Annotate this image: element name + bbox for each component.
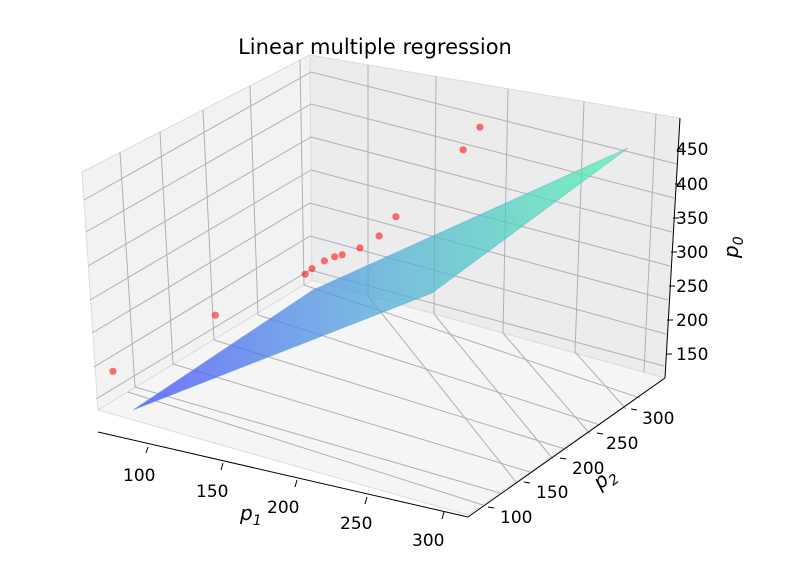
x-axis-label-main: p bbox=[239, 501, 253, 525]
z-tick-label: 450 bbox=[676, 140, 708, 160]
data-point bbox=[211, 311, 219, 319]
z-axis-label-main: p bbox=[719, 245, 743, 259]
axis-lines bbox=[97, 117, 681, 518]
z-tick-label: 300 bbox=[676, 243, 708, 263]
y-tick-label: 150 bbox=[536, 483, 568, 503]
data-point bbox=[392, 213, 400, 221]
x-tick-label: 100 bbox=[123, 466, 155, 486]
y-tick-labels: 100 150 200 250 300 bbox=[500, 409, 674, 528]
data-point bbox=[109, 367, 117, 375]
data-point bbox=[331, 253, 339, 261]
y-tick-label: 100 bbox=[500, 508, 532, 528]
data-point bbox=[338, 251, 346, 259]
svg-text:p0: p0 bbox=[719, 236, 747, 259]
x-tick-label: 300 bbox=[412, 531, 444, 551]
z-tick-label: 200 bbox=[676, 311, 708, 331]
data-point bbox=[308, 265, 316, 273]
data-points bbox=[109, 123, 484, 375]
z-tick-label: 150 bbox=[676, 345, 708, 365]
grid-lines bbox=[83, 59, 678, 506]
data-point bbox=[459, 146, 467, 154]
tick-marks bbox=[145, 148, 683, 520]
data-point bbox=[476, 123, 484, 131]
x-tick-labels: 100 150 200 250 300 bbox=[123, 466, 444, 551]
data-point bbox=[375, 232, 383, 240]
data-point bbox=[301, 270, 309, 278]
regression-surface bbox=[132, 147, 629, 411]
x-axis-label: p1 bbox=[239, 501, 262, 529]
y-tick-label: 200 bbox=[572, 459, 604, 479]
z-tick-label: 350 bbox=[676, 209, 708, 229]
z-tick-label: 400 bbox=[676, 175, 708, 195]
data-point bbox=[356, 244, 364, 252]
x-axis-label-sub: 1 bbox=[253, 513, 262, 529]
z-tick-label: 250 bbox=[676, 277, 708, 297]
y-tick-label: 250 bbox=[606, 434, 638, 454]
z-axis-label-sub: 0 bbox=[731, 236, 747, 245]
x-tick-label: 150 bbox=[196, 482, 228, 502]
z-axis-label: p0 bbox=[719, 236, 747, 259]
x-tick-label: 250 bbox=[340, 514, 372, 534]
chart-title: Linear multiple regression bbox=[238, 35, 512, 59]
svg-text:p1: p1 bbox=[239, 501, 262, 529]
data-point bbox=[320, 257, 328, 265]
y-tick-label: 300 bbox=[642, 409, 674, 429]
x-tick-label: 200 bbox=[267, 498, 299, 518]
z-tick-labels: 150 200 250 300 350 400 450 bbox=[676, 140, 708, 365]
